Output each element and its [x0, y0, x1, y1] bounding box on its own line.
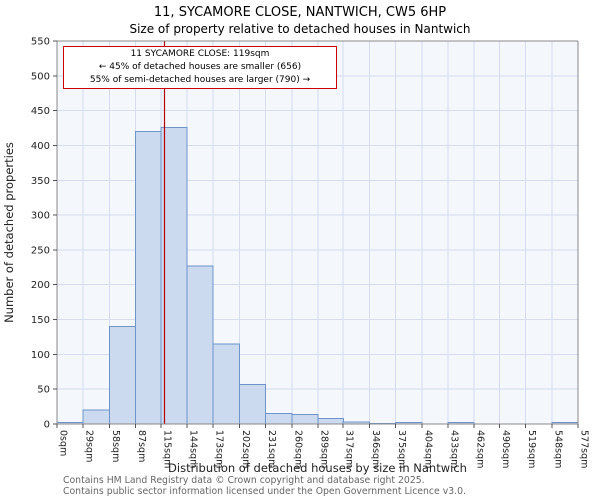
- svg-text:519sqm: 519sqm: [526, 430, 537, 468]
- svg-text:29sqm: 29sqm: [84, 430, 95, 462]
- y-axis-label: Number of detached properties: [2, 142, 16, 323]
- svg-text:150: 150: [31, 315, 50, 326]
- tick-marks: [53, 40, 579, 428]
- svg-text:50: 50: [37, 385, 50, 396]
- svg-text:200: 200: [31, 280, 50, 291]
- bar-231sqm: [265, 413, 293, 425]
- footer-attribution-line-2: Contains public sector information licen…: [63, 485, 466, 497]
- svg-text:202sqm: 202sqm: [240, 430, 251, 468]
- bar-87sqm: [135, 131, 162, 425]
- footer-attribution-line-1: Contains HM Land Registry data © Crown c…: [63, 475, 425, 486]
- svg-text:490sqm: 490sqm: [500, 430, 511, 468]
- bar-289sqm: [317, 417, 344, 425]
- svg-text:100: 100: [31, 350, 50, 361]
- chart-title: 11, SYCAMORE CLOSE, NANTWICH, CW5 6HP: [153, 5, 447, 20]
- chart-subtitle: Size of property relative to detached ho…: [129, 22, 471, 36]
- svg-text:433sqm: 433sqm: [449, 430, 460, 468]
- svg-text:375sqm: 375sqm: [396, 430, 407, 468]
- svg-text:577sqm: 577sqm: [579, 430, 590, 468]
- svg-text:0sqm: 0sqm: [58, 430, 69, 456]
- bar-58sqm: [108, 326, 137, 425]
- svg-text:250: 250: [31, 245, 50, 256]
- svg-text:548sqm: 548sqm: [552, 430, 563, 468]
- annotation-smaller-line: ← 45% of detached houses are smaller (65…: [98, 62, 302, 72]
- annotation-property-line: 11 SYCAMORE CLOSE: 119sqm: [130, 49, 270, 59]
- svg-text:400: 400: [31, 141, 50, 152]
- annotation-larger-line: 55% of semi-detached houses are larger (…: [89, 75, 311, 85]
- svg-text:300: 300: [31, 211, 50, 222]
- bar-144sqm: [186, 265, 214, 425]
- bar-202sqm: [238, 383, 267, 425]
- svg-text:231sqm: 231sqm: [266, 430, 277, 468]
- svg-text:58sqm: 58sqm: [110, 430, 121, 462]
- svg-text:260sqm: 260sqm: [292, 430, 303, 468]
- footer: Contains HM Land Registry data © Crown c…: [63, 475, 466, 497]
- svg-text:346sqm: 346sqm: [370, 430, 381, 468]
- x-axis-label: Distribution of detached houses by size …: [168, 461, 467, 475]
- y-tick-labels: 0 50 100 150 200 250 300 350 400 450 500 550: [31, 37, 50, 431]
- svg-text:350: 350: [31, 176, 50, 187]
- x-tick-labels: 0sqm 29sqm 58sqm 87sqm 115sqm 144sqm 173sqm 202…: [58, 430, 590, 468]
- svg-text:173sqm: 173sqm: [214, 430, 225, 468]
- svg-text:144sqm: 144sqm: [188, 430, 199, 468]
- svg-text:500: 500: [31, 71, 50, 82]
- svg-text:115sqm: 115sqm: [161, 430, 172, 468]
- svg-text:550: 550: [31, 37, 50, 48]
- annotation-box: 11 SYCAMORE CLOSE: 119sqm ← 45% of detac…: [63, 46, 337, 89]
- svg-text:87sqm: 87sqm: [136, 430, 147, 462]
- svg-text:450: 450: [31, 106, 50, 117]
- svg-text:0: 0: [44, 420, 50, 431]
- svg-text:289sqm: 289sqm: [319, 430, 330, 468]
- bar-173sqm: [212, 343, 240, 425]
- svg-text:462sqm: 462sqm: [475, 430, 486, 468]
- svg-text:404sqm: 404sqm: [422, 430, 433, 468]
- histogram-bars: [56, 126, 579, 425]
- svg-text:317sqm: 317sqm: [344, 430, 355, 468]
- bar-260sqm: [291, 413, 319, 425]
- bar-29sqm: [82, 409, 110, 425]
